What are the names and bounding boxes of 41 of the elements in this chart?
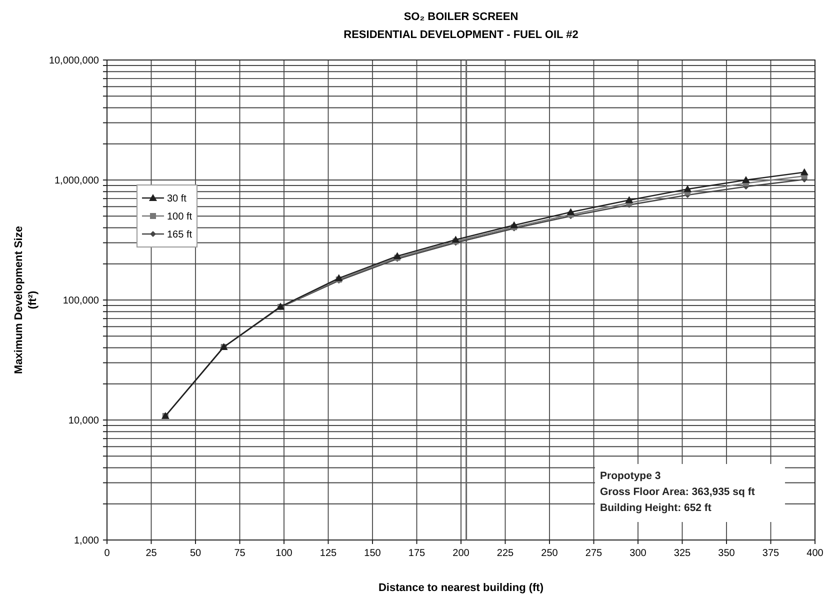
point	[625, 196, 634, 204]
point	[566, 208, 575, 216]
x-tick-label: 200	[452, 548, 470, 559]
legend-label: 30 ft	[167, 194, 187, 204]
legend-label: 165 ft	[167, 230, 192, 240]
y-tick-label: 1,000	[74, 536, 100, 546]
x-tick-label: 125	[320, 548, 338, 559]
x-tick-label: 175	[408, 548, 426, 559]
x-tick-label: 100	[276, 548, 293, 559]
x-tick-label: 0	[104, 548, 110, 559]
legend-label: 100 ft	[167, 212, 192, 222]
point	[452, 236, 460, 243]
x-tick-label: 250	[541, 548, 558, 559]
chart-title: SO₂ BOILER SCREEN	[404, 11, 518, 23]
point	[334, 274, 343, 282]
annotation: Gross Floor Area: 363,935 sq ft	[600, 486, 756, 498]
y-axis-title: Maximum Development Size (ft²)	[13, 226, 39, 374]
annotation: Propotype 3	[600, 470, 661, 482]
x-tick-label: 25	[146, 548, 158, 559]
x-tick-label: 225	[496, 548, 514, 559]
point	[510, 221, 518, 228]
point	[393, 252, 402, 260]
point	[742, 176, 750, 183]
y-tick-label: 10,000	[68, 416, 100, 426]
x-tick-label: 275	[585, 548, 603, 559]
x-tick-label: 400	[806, 548, 824, 559]
x-axis-title: Distance to nearest building (ft)	[378, 582, 544, 594]
x-tick-label: 300	[630, 548, 647, 559]
x-tick-label: 350	[718, 548, 736, 559]
annotation: Building Height: 652 ft	[600, 502, 712, 514]
x-tick-label: 375	[762, 548, 780, 559]
point	[684, 185, 692, 192]
x-tick-label: 325	[674, 548, 692, 559]
point	[800, 168, 808, 176]
x-tick-label: 50	[190, 548, 202, 559]
x-tick-label: 150	[364, 548, 382, 559]
chart-subtitle: RESIDENTIAL DEVELOPMENT - FUEL OIL #2	[344, 29, 578, 41]
y-tick-label: 10,000,000	[48, 56, 100, 66]
y-tick-label: 100,000	[62, 296, 100, 306]
x-tick-label: 75	[234, 548, 246, 559]
y-tick-label: 1,000,000	[54, 176, 100, 186]
